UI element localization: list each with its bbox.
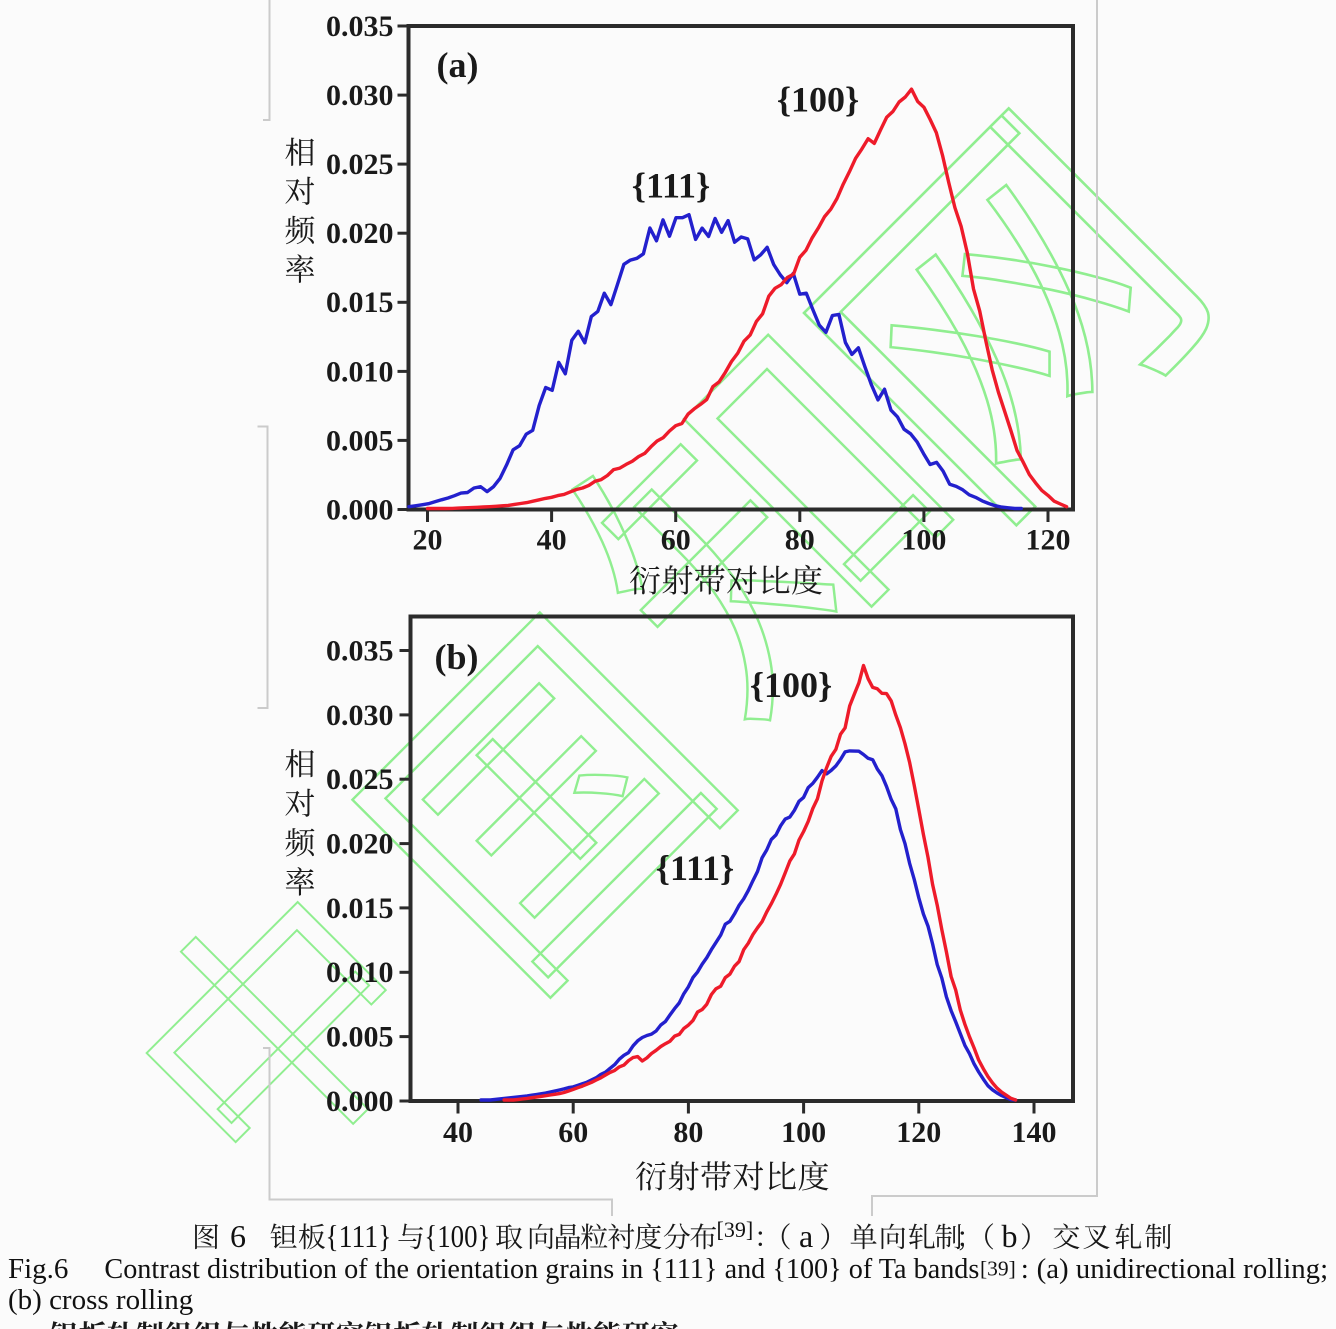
svg-text:(b) cross rolling: (b) cross rolling	[8, 1284, 193, 1316]
svg-text:0.025: 0.025	[326, 763, 394, 796]
svg-text:20: 20	[413, 524, 443, 557]
svg-text:100: 100	[901, 524, 946, 557]
svg-text:{100}: {100}	[424, 1218, 490, 1254]
svg-text:0.015: 0.015	[326, 286, 394, 319]
svg-text:[39]: [39]	[980, 1257, 1016, 1281]
svg-text:(a) unidirectional rolling;: (a) unidirectional rolling;	[1037, 1253, 1329, 1285]
svg-text:0.000: 0.000	[326, 1085, 394, 1118]
svg-text:{100}: {100}	[750, 665, 832, 705]
svg-text:80: 80	[673, 1116, 703, 1149]
svg-text:0.035: 0.035	[326, 634, 394, 667]
svg-text:0.025: 0.025	[326, 148, 394, 181]
svg-text:{111}: {111}	[656, 848, 734, 888]
svg-text:140: 140	[1012, 1116, 1057, 1149]
svg-text:0.010: 0.010	[326, 355, 394, 388]
svg-text::: :	[1021, 1253, 1029, 1285]
svg-text:40: 40	[443, 1116, 473, 1149]
svg-text:0.020: 0.020	[326, 828, 394, 861]
svg-text:b: b	[1002, 1218, 1018, 1254]
svg-text:0.005: 0.005	[326, 424, 394, 457]
svg-text:0.010: 0.010	[326, 956, 394, 989]
svg-text:0.000: 0.000	[326, 493, 394, 526]
svg-text:60: 60	[661, 524, 691, 557]
svg-text:{111}: {111}	[325, 1218, 391, 1254]
svg-text:6: 6	[230, 1218, 246, 1254]
svg-text:(b): (b)	[435, 637, 479, 677]
svg-text:0.035: 0.035	[326, 10, 394, 43]
svg-text:0.015: 0.015	[326, 892, 394, 925]
svg-text:{100}: {100}	[777, 80, 859, 120]
svg-text:0.005: 0.005	[326, 1021, 394, 1054]
svg-text:120: 120	[896, 1116, 941, 1149]
svg-text:80: 80	[785, 524, 815, 557]
svg-text:0.030: 0.030	[326, 79, 394, 112]
svg-text:0.020: 0.020	[326, 217, 394, 250]
svg-text:40: 40	[537, 524, 567, 557]
svg-text:[39]: [39]	[717, 1217, 754, 1242]
svg-text:Fig.6: Fig.6	[8, 1253, 68, 1285]
svg-text:60: 60	[558, 1116, 588, 1149]
svg-text:100: 100	[781, 1116, 826, 1149]
svg-text:{111}: {111}	[632, 166, 710, 206]
svg-text:(a): (a)	[437, 45, 479, 85]
svg-text:a: a	[799, 1218, 813, 1254]
svg-text:Contrast distribution of the o: Contrast distribution of the orientation…	[104, 1253, 979, 1285]
svg-text:120: 120	[1026, 524, 1071, 557]
svg-text:0.030: 0.030	[326, 699, 394, 732]
